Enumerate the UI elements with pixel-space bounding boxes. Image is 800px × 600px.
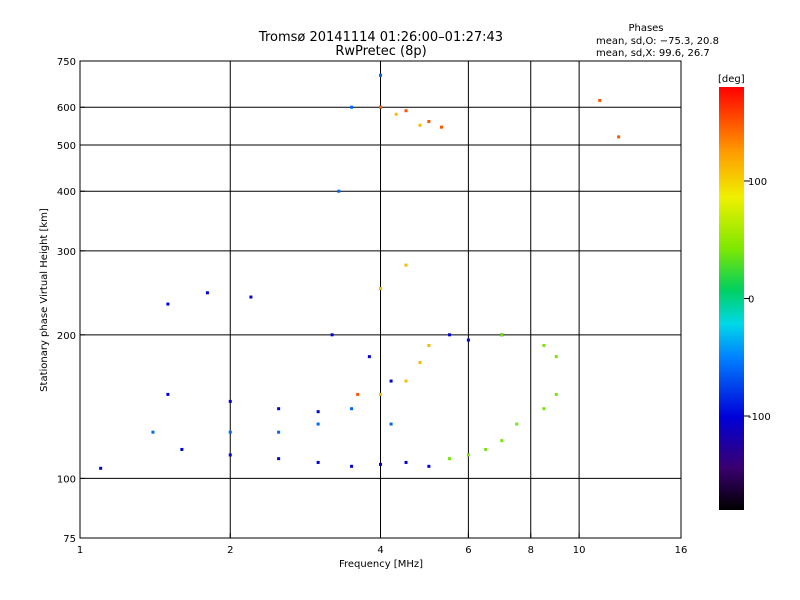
data-point [448, 333, 452, 337]
y-tick-label: 400 [57, 187, 76, 198]
data-point [316, 422, 320, 426]
x-tick-label: 8 [528, 545, 534, 556]
data-point [379, 287, 382, 291]
data-point [316, 410, 320, 414]
x-tick-label: 10 [573, 545, 586, 556]
y-tick-label: 750 [57, 57, 76, 68]
data-point [484, 447, 488, 451]
data-point [542, 407, 546, 411]
data-point [228, 453, 232, 457]
colorbar-label: [deg] [718, 74, 745, 85]
data-point [350, 464, 354, 468]
data-point [337, 189, 341, 193]
x-axis-ticks: 1 2 4 6 8 10 16 [77, 533, 688, 556]
data-point [379, 462, 382, 466]
y-tick-label: 100 [57, 474, 76, 485]
data-point [418, 360, 422, 364]
data-point [389, 379, 393, 383]
data-point [356, 392, 360, 396]
x-axis-label: Frequency [MHz] [339, 559, 423, 570]
data-point [617, 135, 621, 139]
data-point [598, 98, 602, 102]
colorbar [719, 87, 744, 510]
data-point [427, 464, 431, 468]
x-tick-label: 1 [77, 545, 83, 556]
data-point [448, 457, 452, 461]
data-point [99, 466, 103, 470]
y-tick-label: 75 [63, 534, 76, 545]
data-point [166, 302, 170, 306]
data-points [99, 73, 621, 470]
data-point [330, 333, 334, 337]
colorbar-tick-label: 0 [748, 295, 754, 306]
data-point [379, 73, 382, 77]
y-tick-label: 300 [57, 247, 76, 258]
data-point [542, 343, 546, 347]
y-axis-label: Stationary phase Virtual Height [km] [39, 208, 50, 392]
y-tick-label: 600 [57, 103, 76, 114]
data-point [418, 123, 422, 127]
data-point [466, 453, 470, 457]
x-tick-label: 16 [675, 545, 688, 556]
data-point [205, 291, 209, 295]
x-tick-label: 4 [377, 545, 383, 556]
colorbar-tick-label: 100 [748, 177, 767, 188]
y-tick-label: 200 [57, 331, 76, 342]
chart-subtitle: RwPretec (8p) [335, 44, 426, 59]
data-point [228, 430, 232, 434]
data-point [379, 105, 382, 109]
y-axis-ticks: 75 100 200 300 400 500 600 750 [57, 57, 85, 545]
data-point [394, 112, 398, 116]
data-point [404, 379, 408, 383]
y-tick-label: 500 [57, 141, 76, 152]
data-point [228, 399, 232, 403]
data-point [466, 338, 470, 342]
data-point [249, 295, 253, 299]
data-point [500, 439, 504, 443]
data-point [166, 392, 170, 396]
data-point [427, 120, 431, 124]
data-point [515, 422, 519, 426]
data-point [389, 422, 393, 426]
x-tick-label: 2 [227, 545, 233, 556]
data-point [367, 355, 371, 359]
data-point [440, 125, 444, 129]
phase-box-line-o: mean, sd,O: −75.3, 20.8 [596, 36, 719, 47]
colorbar-ticks: 100 0 -100 [744, 177, 771, 423]
data-point [500, 333, 504, 337]
data-point [180, 447, 184, 451]
data-point [277, 407, 281, 411]
data-point [350, 407, 354, 411]
grid-lines [80, 61, 681, 538]
data-point [427, 343, 431, 347]
chart-title: Tromsø 20141114 01:26:00–01:27:43 [258, 30, 503, 45]
phase-box-line-x: mean, sd,X: 99.6, 26.7 [596, 48, 710, 59]
data-point [404, 109, 408, 113]
colorbar-tick-label: -100 [748, 412, 771, 423]
data-point [554, 392, 558, 396]
data-point [277, 430, 281, 434]
data-point [316, 460, 320, 464]
data-point [554, 355, 558, 359]
x-tick-label: 6 [465, 545, 471, 556]
phase-box-heading: Phases [628, 23, 663, 34]
data-point [404, 460, 408, 464]
data-point [379, 392, 382, 396]
data-point [151, 430, 155, 434]
data-point [277, 457, 281, 461]
data-point [350, 105, 354, 109]
data-point [404, 263, 408, 267]
